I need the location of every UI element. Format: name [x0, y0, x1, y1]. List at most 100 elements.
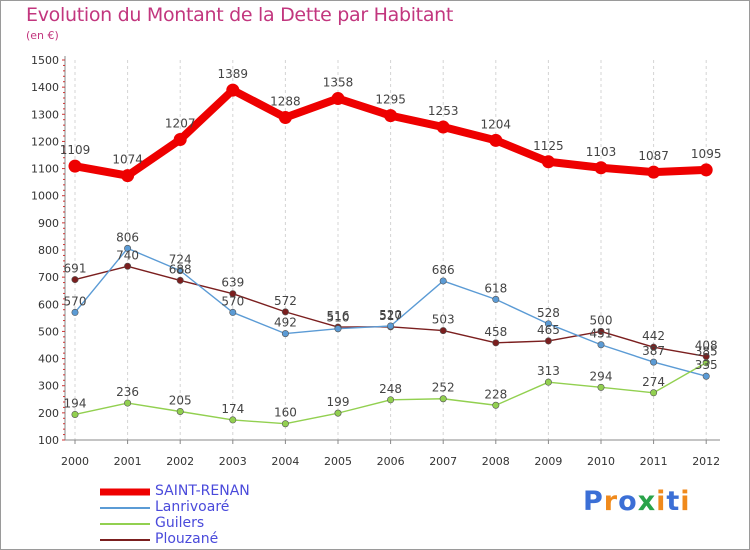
y-tick-label-500: 500 — [38, 325, 59, 338]
x-tick-label-2000: 2000 — [61, 455, 89, 468]
data-label-plouzane-2002: 688 — [169, 262, 192, 276]
data-point-guilers-2001 — [124, 399, 132, 407]
y-tick-label-300: 300 — [38, 380, 59, 393]
y-tick-label-900: 900 — [38, 217, 59, 230]
proxiti-logo: Proxiti — [583, 486, 691, 517]
data-point-plouzane-2004 — [281, 308, 289, 316]
data-label-guilers-2000: 194 — [64, 396, 87, 410]
data-label-lanrivoare-2005: 510 — [327, 311, 350, 325]
data-label-saint-renan-2011: 1087 — [638, 149, 669, 163]
x-tick-label-2003: 2003 — [219, 455, 247, 468]
data-point-guilers-2011 — [650, 389, 658, 397]
y-tick-label-1100: 1100 — [31, 163, 59, 176]
data-point-lanrivoare-2001 — [124, 244, 132, 252]
data-point-saint-renan-2009 — [541, 155, 555, 169]
logo-letter: i — [680, 486, 691, 517]
data-label-lanrivoare-2007: 686 — [432, 263, 455, 277]
data-label-lanrivoare-2004: 492 — [274, 316, 297, 330]
data-label-plouzane-2000: 691 — [64, 262, 87, 276]
data-label-lanrivoare-2001: 806 — [116, 230, 139, 244]
data-label-guilers-2004: 160 — [274, 406, 297, 420]
data-label-saint-renan-2005: 1358 — [323, 76, 354, 90]
data-point-lanrivoare-2002 — [176, 267, 184, 275]
data-point-saint-renan-2001 — [121, 169, 135, 183]
data-point-saint-renan-2004 — [278, 111, 292, 125]
data-point-saint-renan-2005 — [331, 92, 345, 106]
data-label-saint-renan-2001: 1074 — [112, 153, 143, 167]
data-label-guilers-2001: 236 — [116, 385, 139, 399]
y-tick-label-400: 400 — [38, 353, 59, 366]
data-label-lanrivoare-2009: 528 — [537, 306, 560, 320]
data-label-guilers-2003: 174 — [221, 402, 244, 416]
logo-letter: o — [618, 486, 638, 517]
y-tick-label-1400: 1400 — [31, 81, 59, 94]
data-point-guilers-2004 — [281, 420, 289, 428]
data-label-lanrivoare-2008: 618 — [484, 281, 507, 295]
data-point-lanrivoare-2004 — [281, 330, 289, 338]
data-label-saint-renan-2000: 1109 — [60, 143, 91, 157]
legend-label-plouzane: Plouzané — [155, 531, 219, 547]
data-point-plouzane-2009 — [544, 337, 552, 345]
data-point-plouzane-2008 — [492, 339, 500, 347]
data-label-saint-renan-2003: 1389 — [218, 67, 249, 81]
logo-letter: P — [583, 486, 604, 517]
data-label-guilers-2007: 252 — [432, 381, 455, 395]
data-label-plouzane-2005: 516 — [327, 309, 350, 323]
data-label-plouzane-2010: 500 — [590, 313, 613, 327]
data-point-guilers-2012 — [702, 359, 710, 367]
legend-label-saint-renan: SAINT-RENAN — [155, 483, 250, 499]
data-point-saint-renan-2011 — [647, 165, 661, 179]
data-point-plouzane-2003 — [229, 290, 237, 298]
logo-letter: r — [603, 486, 619, 517]
x-tick-label-2008: 2008 — [482, 455, 510, 468]
x-tick-label-2007: 2007 — [429, 455, 457, 468]
data-point-lanrivoare-2012 — [702, 372, 710, 380]
logo-letter: i — [656, 486, 667, 517]
logo-letter: t — [666, 486, 681, 517]
data-point-lanrivoare-2010 — [597, 341, 605, 349]
data-label-plouzane-2012: 408 — [695, 338, 718, 352]
logo-letter: x — [637, 486, 657, 517]
data-point-saint-renan-2006 — [384, 109, 398, 123]
data-label-guilers-2010: 294 — [590, 369, 613, 383]
data-label-lanrivoare-2000: 570 — [64, 294, 87, 308]
data-label-guilers-2002: 205 — [169, 394, 192, 408]
data-label-guilers-2009: 313 — [537, 364, 560, 378]
legend-swatch-plouzane — [100, 539, 150, 541]
data-point-plouzane-2007 — [439, 327, 447, 335]
data-label-saint-renan-2012: 1095 — [691, 147, 722, 161]
data-label-guilers-2006: 248 — [379, 382, 402, 396]
data-point-lanrivoare-2000 — [71, 308, 79, 316]
data-label-saint-renan-2007: 1253 — [428, 104, 459, 118]
data-label-plouzane-2009: 465 — [537, 323, 560, 337]
data-label-plouzane-2007: 503 — [432, 313, 455, 327]
legend-swatch-lanrivoare — [100, 507, 150, 509]
data-point-guilers-2008 — [492, 401, 500, 409]
data-point-guilers-2006 — [387, 396, 395, 404]
data-label-saint-renan-2010: 1103 — [586, 145, 617, 159]
y-tick-label-200: 200 — [38, 407, 59, 420]
data-point-plouzane-2001 — [124, 262, 132, 270]
data-point-lanrivoare-2006 — [387, 322, 395, 330]
x-tick-label-2006: 2006 — [377, 455, 405, 468]
data-point-lanrivoare-2005 — [334, 325, 342, 333]
y-tick-label-800: 800 — [38, 244, 59, 257]
x-tick-label-2001: 2001 — [114, 455, 142, 468]
data-point-guilers-2010 — [597, 383, 605, 391]
data-point-saint-renan-2010 — [594, 161, 608, 175]
data-label-saint-renan-2004: 1288 — [270, 95, 301, 109]
data-point-plouzane-2010 — [597, 327, 605, 335]
x-tick-label-2004: 2004 — [271, 455, 299, 468]
data-point-plouzane-2000 — [71, 276, 79, 284]
y-tick-label-1300: 1300 — [31, 108, 59, 121]
data-label-saint-renan-2009: 1125 — [533, 139, 564, 153]
data-point-lanrivoare-2008 — [492, 295, 500, 303]
data-point-guilers-2007 — [439, 395, 447, 403]
data-point-saint-renan-2003 — [226, 83, 240, 97]
y-tick-label-1000: 1000 — [31, 190, 59, 203]
x-tick-label-2002: 2002 — [166, 455, 194, 468]
data-label-lanrivoare-2011: 387 — [642, 344, 665, 358]
data-label-guilers-2005: 199 — [327, 395, 350, 409]
legend-swatch-guilers — [100, 523, 150, 525]
